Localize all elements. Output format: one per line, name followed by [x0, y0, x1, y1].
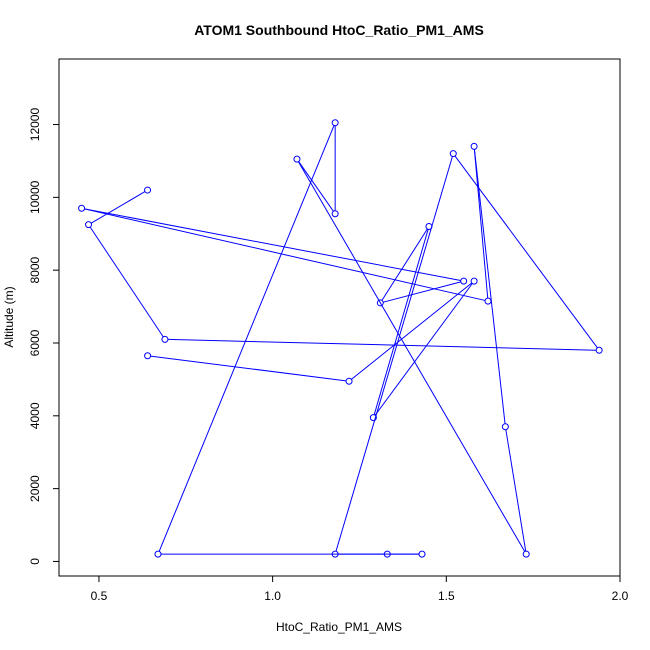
series-segment [84, 208, 461, 282]
data-point [425, 222, 433, 230]
data-point [331, 210, 339, 218]
y-tick-label: 4000 [28, 402, 42, 429]
data-point [144, 186, 152, 194]
data-point [144, 352, 152, 360]
data-point [418, 550, 426, 558]
series-segment [167, 338, 597, 351]
series-layer [78, 119, 603, 558]
series-segment [473, 149, 506, 424]
series-segment [383, 281, 461, 303]
data-point [345, 377, 353, 385]
series-segment [454, 155, 598, 349]
series-segment [381, 228, 428, 301]
data-point [470, 142, 478, 150]
series-segment [84, 208, 486, 301]
series-segment [150, 355, 347, 382]
y-tick-label: 10000 [28, 180, 42, 214]
x-tick-label: 0.5 [91, 589, 108, 603]
series-segment [298, 161, 334, 212]
series-segment [505, 429, 527, 552]
data-point [449, 150, 457, 158]
series-segment [335, 156, 453, 552]
y-tick-label: 6000 [28, 329, 42, 356]
y-axis: 0 2000 4000 6000 8000 10000 12000 [28, 108, 60, 565]
data-point [161, 335, 169, 343]
data-point [376, 299, 384, 307]
data-point [85, 221, 93, 229]
data-point [484, 297, 492, 305]
series-segment [351, 282, 473, 380]
series-segment [473, 149, 489, 299]
data-point [154, 550, 162, 558]
data-point [383, 550, 391, 558]
data-point [595, 346, 603, 354]
data-point [78, 204, 86, 212]
plot-frame [58, 58, 621, 577]
series-segment [89, 226, 164, 338]
series-segment [298, 161, 526, 552]
data-point [470, 277, 478, 285]
chart-title: ATOM1 Southbound HtoC_Ratio_PM1_AMS [194, 22, 484, 38]
data-point [331, 119, 339, 127]
y-tick-label: 8000 [28, 256, 42, 283]
y-tick-label: 0 [28, 558, 42, 565]
y-tick-label: 2000 [28, 475, 42, 502]
x-tick-label: 2.0 [612, 589, 629, 603]
x-tick-label: 1.5 [438, 589, 455, 603]
series-segment [90, 191, 146, 224]
x-tick-label: 1.0 [264, 589, 281, 603]
data-point [501, 423, 509, 431]
data-point [460, 277, 468, 285]
data-point [293, 155, 301, 163]
y-tick-label: 12000 [28, 108, 42, 142]
data-point [369, 414, 377, 422]
data-point [522, 550, 530, 558]
series-segment [158, 125, 335, 552]
series-segment [373, 229, 429, 415]
x-axis: 0.5 1.0 1.5 2.0 [91, 575, 629, 603]
data-point [331, 550, 339, 558]
series-segment [374, 283, 473, 416]
y-axis-label: Altitude (m) [2, 286, 16, 347]
x-axis-label: HtoC_Ratio_PM1_AMS [276, 620, 402, 634]
